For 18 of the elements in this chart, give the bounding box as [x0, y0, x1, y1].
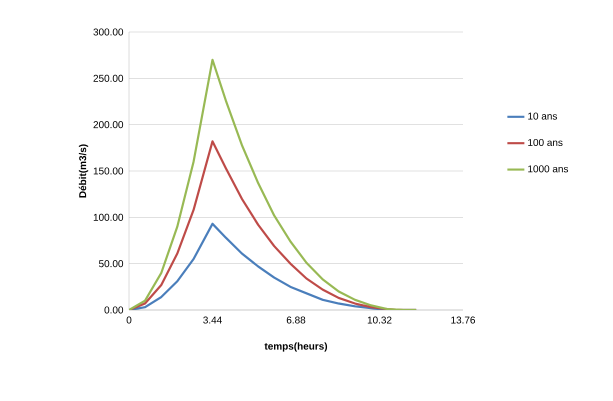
line-series — [129, 58, 418, 310]
x-tick-label: 10.32 — [368, 316, 392, 324]
legend-label: 10 ans — [528, 112, 558, 120]
y-tick-label: 100.00 — [94, 214, 124, 221]
y-tick-label: 0.00 — [104, 306, 124, 314]
y-axis-title: Débit(m3/s) — [78, 144, 88, 198]
y-tick-label: 250.00 — [94, 74, 124, 82]
x-tick-label: 0 — [126, 316, 132, 324]
y-tick-label: 50.00 — [98, 260, 124, 268]
y-tick-label: 150.00 — [94, 167, 124, 175]
y-tick-label: 300.00 — [93, 28, 124, 36]
legend-label: 100 ans — [528, 138, 563, 146]
x-tick-label: 6.88 — [286, 316, 306, 324]
x-axis-title: temps(heurs) — [264, 342, 328, 352]
x-tick-label: 13.76 — [451, 316, 476, 324]
y-tick-label: 200.00 — [94, 121, 124, 128]
x-tick-label: 3.44 — [203, 316, 222, 324]
legend-label: 1000 ans — [528, 165, 568, 172]
